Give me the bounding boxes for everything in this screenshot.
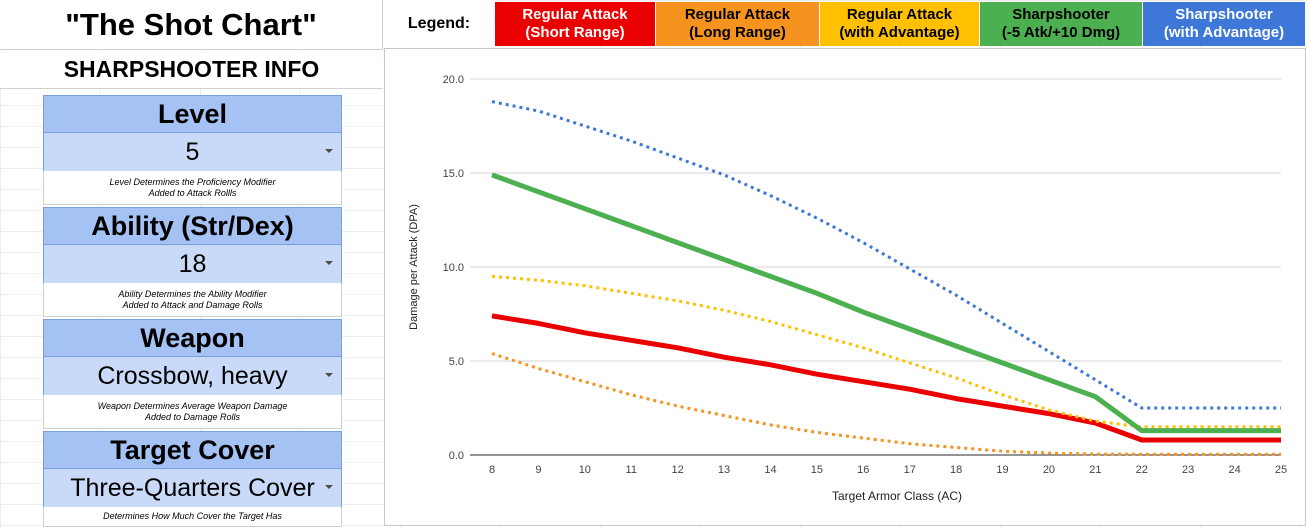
legend-regular-long-range: Regular Attack (Long Range): [656, 2, 820, 46]
series-lines: [491, 100, 1281, 456]
x-tick-label: 17: [904, 464, 916, 476]
x-tick-label: 12: [672, 464, 684, 476]
setting-note: Level Determines the Proficiency Modifie…: [43, 171, 342, 205]
x-tick-label: 11: [626, 464, 637, 476]
setting-value: 5: [185, 137, 200, 166]
x-tick-label: 20: [1043, 464, 1055, 476]
x-tick-label: 13: [718, 464, 730, 476]
legend-label: Legend:: [384, 0, 494, 48]
series-line-1: [491, 313, 1281, 443]
weapon-select[interactable]: Crossbow, heavy: [43, 357, 342, 395]
legend-line2: (Short Range): [525, 24, 625, 41]
x-axis-label: Target Armor Class (AC): [832, 489, 962, 503]
note-line2: Added to Attack Rollls: [148, 187, 237, 198]
x-tick-label: 18: [950, 464, 962, 476]
x-tick-label: 24: [1228, 464, 1240, 476]
dropdown-arrow-icon[interactable]: [325, 485, 333, 489]
setting-label: Level: [43, 95, 342, 133]
y-tick-label: 5.0: [449, 356, 464, 368]
x-tick-label: 15: [811, 464, 823, 476]
note-line1: Level Determines the Proficiency Modifie…: [109, 176, 276, 187]
sheet-title: "The Shot Chart": [0, 0, 383, 50]
series-line-3: [491, 274, 1281, 429]
x-tick-labels: 8 9 10 11 12 13 14 15 16 17 18 19 20 21 22 23 24 25: [489, 464, 1287, 476]
x-tick-label: 9: [535, 464, 541, 476]
setting-target-cover: Target Cover Three-Quarters Cover Determ…: [43, 431, 342, 527]
x-tick-label: 16: [857, 464, 869, 476]
legend-regular-advantage: Regular Attack (with Advantage): [820, 2, 980, 46]
setting-label: Target Cover: [43, 431, 342, 469]
x-tick-label: 25: [1275, 464, 1287, 476]
setting-value: Three-Quarters Cover: [70, 473, 315, 502]
legend-line1: Regular Attack: [522, 6, 628, 23]
legend-line1: Regular Attack: [846, 6, 953, 23]
ability-select[interactable]: 18: [43, 245, 342, 283]
note-line1: Determines How Much Cover the Target Has: [103, 511, 282, 521]
setting-ability: Ability (Str/Dex) 18 Ability Determines …: [43, 207, 342, 317]
setting-note: Determines How Much Cover the Target Has: [43, 507, 342, 527]
setting-value: Crossbow, heavy: [97, 361, 288, 390]
chart-svg: 0.0 5.0 10.0 15.0 20.0 8 9 10 11 12 13 14 15 16 17 18 1…: [408, 74, 1287, 503]
target-cover-select[interactable]: Three-Quarters Cover: [43, 469, 342, 507]
y-tick-label: 0.0: [449, 450, 464, 462]
setting-note: Weapon Determines Average Weapon Damage …: [43, 395, 342, 429]
legend-line2: (with Advantage): [839, 24, 960, 41]
setting-label: Weapon: [43, 319, 342, 357]
level-select[interactable]: 5: [43, 133, 342, 171]
legend-regular-short-range: Regular Attack (Short Range): [495, 2, 656, 46]
x-tick-label: 23: [1182, 464, 1194, 476]
x-tick-label: 14: [764, 464, 776, 476]
legend-sharpshooter-advantage: Sharpshooter (with Advantage): [1143, 2, 1306, 46]
setting-level: Level 5 Level Determines the Proficiency…: [43, 95, 342, 205]
y-tick-label: 15.0: [443, 168, 464, 180]
note-line2: Added to Attack and Damage Rolls: [122, 299, 263, 310]
x-tick-label: 21: [1089, 464, 1101, 476]
legend-line1: Regular Attack: [684, 6, 791, 23]
legend-line2: (Long Range): [689, 24, 786, 41]
legend-sharpshooter: Sharpshooter (-5 Atk/+10 Dmg): [980, 2, 1143, 46]
legend-line2: (with Advantage): [1163, 24, 1285, 41]
legend-line2: (-5 Atk/+10 Dmg): [1001, 24, 1121, 41]
dropdown-arrow-icon[interactable]: [325, 149, 333, 153]
y-axis-label: Damage per Attack (DPA): [408, 204, 420, 330]
x-tick-label: 19: [996, 464, 1008, 476]
x-tick-label: 22: [1136, 464, 1148, 476]
dropdown-arrow-icon[interactable]: [325, 261, 333, 265]
y-tick-labels: 0.0 5.0 10.0 15.0 20.0: [443, 74, 464, 462]
panel-header: SHARPSHOOTER INFO: [0, 51, 383, 89]
shot-chart[interactable]: 0.0 5.0 10.0 15.0 20.0 8 9 10 11 12 13 14 15 16 17 18 1…: [384, 48, 1306, 526]
note-line2: Added to Damage Rolls: [144, 411, 241, 422]
note-line1: Ability Determines the Ability Modifier: [118, 288, 267, 299]
setting-weapon: Weapon Crossbow, heavy Weapon Determines…: [43, 319, 342, 429]
dropdown-arrow-icon[interactable]: [325, 373, 333, 377]
series-line-4: [491, 172, 1281, 434]
setting-note: Ability Determines the Ability Modifier …: [43, 283, 342, 317]
y-tick-label: 20.0: [443, 74, 464, 86]
legend-line1: Sharpshooter: [1012, 6, 1110, 23]
grid-lines: [470, 78, 1281, 456]
series-line-5: [491, 100, 1281, 410]
x-tick-label: 10: [579, 464, 591, 476]
x-tick-label: 8: [489, 464, 495, 476]
y-tick-label: 10.0: [443, 262, 464, 274]
note-line1: Weapon Determines Average Weapon Damage: [97, 400, 288, 411]
legend-line1: Sharpshooter: [1175, 6, 1273, 23]
setting-value: 18: [178, 249, 207, 278]
setting-label: Ability (Str/Dex): [43, 207, 342, 245]
